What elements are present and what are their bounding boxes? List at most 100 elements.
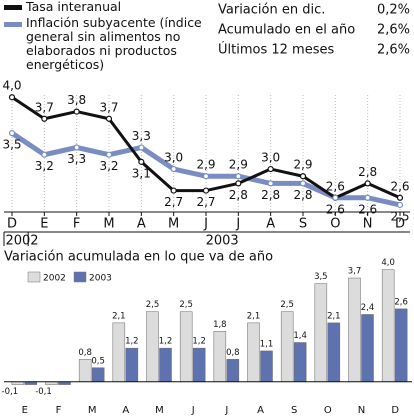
value-label: 2,8 [229, 188, 248, 202]
bar [260, 350, 273, 383]
value-label: 3,7 [348, 267, 362, 277]
value-label: 2,8 [261, 188, 280, 202]
value-label: 3,3 [132, 129, 151, 143]
point [105, 151, 113, 158]
value-label: 3,5 [2, 138, 21, 152]
value-label: 2,7 [164, 195, 183, 209]
value-label: 2,1 [112, 311, 126, 321]
x-tick-label: M [155, 405, 164, 416]
bar [179, 311, 193, 383]
point [73, 144, 80, 151]
value-label: 3,2 [99, 159, 118, 173]
point [170, 165, 177, 173]
value-label: 2,6 [394, 297, 408, 307]
x-tick-label: D [391, 405, 399, 416]
value-label: 2,6 [326, 179, 345, 193]
value-label: 2,1 [247, 311, 261, 321]
x-tick-label: A [137, 217, 146, 232]
point [105, 115, 113, 122]
bar [125, 347, 139, 383]
value-label: 2,6 [358, 202, 377, 216]
legend-swatch [73, 271, 87, 283]
value-label: 3,7 [35, 100, 54, 114]
bar [348, 277, 361, 383]
x-tick-label: J [191, 405, 195, 416]
value-label: 3,8 [67, 93, 86, 107]
legend-label: 2002 [43, 274, 66, 284]
value-label: 2,8 [293, 188, 312, 202]
summary-label: Acumulado en el año [218, 23, 355, 38]
x-tick-label: E [22, 405, 28, 416]
value-label: 2,4 [361, 303, 375, 313]
x-tick-label: E [40, 217, 48, 232]
value-label: 2,8 [358, 165, 377, 179]
legend-swatch [4, 5, 22, 10]
bar [192, 347, 206, 383]
value-label: 2,7 [196, 195, 215, 209]
bar [247, 322, 260, 383]
x-tick-label: J [203, 217, 208, 232]
value-label: 4,0 [2, 79, 21, 93]
x-tick-label: J [235, 217, 240, 232]
x-tick-label: S [299, 217, 307, 232]
x-tick-label: N [363, 217, 373, 232]
bar [226, 359, 240, 383]
bar [112, 322, 126, 383]
value-label: 1,2 [159, 337, 173, 347]
legend-label: Tasa interanual [26, 0, 122, 14]
legend-swatch [4, 22, 22, 27]
value-label: -0,1 [2, 387, 19, 397]
bar [314, 283, 328, 383]
point [8, 130, 16, 137]
point [364, 180, 371, 187]
value-label: 2,5 [146, 300, 160, 310]
point [364, 194, 371, 201]
value-label: 2,9 [293, 158, 312, 172]
point [138, 144, 145, 151]
point [170, 187, 177, 194]
x-tick-label: A [257, 405, 264, 416]
point [73, 108, 80, 115]
value-label: 1,4 [293, 331, 307, 341]
year-label: 2002 [5, 234, 38, 249]
value-label: 2,9 [229, 158, 248, 172]
point [299, 180, 307, 187]
x-tick-label: A [266, 217, 275, 232]
point [267, 165, 274, 173]
x-tick-label: M [88, 405, 97, 416]
value-label: 0,8 [78, 348, 92, 358]
point [41, 115, 48, 122]
summary-label: Últimos 12 meses [218, 42, 334, 58]
x-tick-label: M [103, 217, 114, 232]
value-label: 2,6 [390, 179, 409, 193]
x-tick-label: J [224, 405, 228, 416]
value-label: 2,9 [196, 158, 215, 172]
x-tick-label: N [358, 405, 365, 416]
bar [394, 308, 408, 383]
point [396, 201, 404, 209]
point [41, 151, 48, 158]
point [8, 94, 16, 101]
point [396, 194, 404, 201]
legend-label: Inflación subyacente (índice general sin… [26, 15, 202, 72]
bar [78, 359, 92, 383]
point [267, 180, 274, 187]
value-label: 0,5 [91, 356, 105, 366]
value-label: 3,0 [164, 151, 183, 165]
value-label: 4,0 [381, 258, 395, 268]
value-label: 3,1 [132, 166, 151, 180]
bar [91, 367, 105, 383]
summary-value: 2,6% [377, 23, 410, 38]
x-tick-label: O [324, 405, 332, 416]
value-label: 1,2 [192, 337, 206, 347]
bar [146, 311, 159, 383]
bar [361, 314, 374, 383]
bar [327, 322, 341, 383]
x-tick-label: S [291, 405, 297, 416]
value-label: 2,6 [326, 202, 345, 216]
point [138, 158, 145, 165]
value-label: 2,5 [390, 209, 409, 223]
value-label: 1,8 [213, 320, 227, 330]
bar [159, 347, 172, 383]
